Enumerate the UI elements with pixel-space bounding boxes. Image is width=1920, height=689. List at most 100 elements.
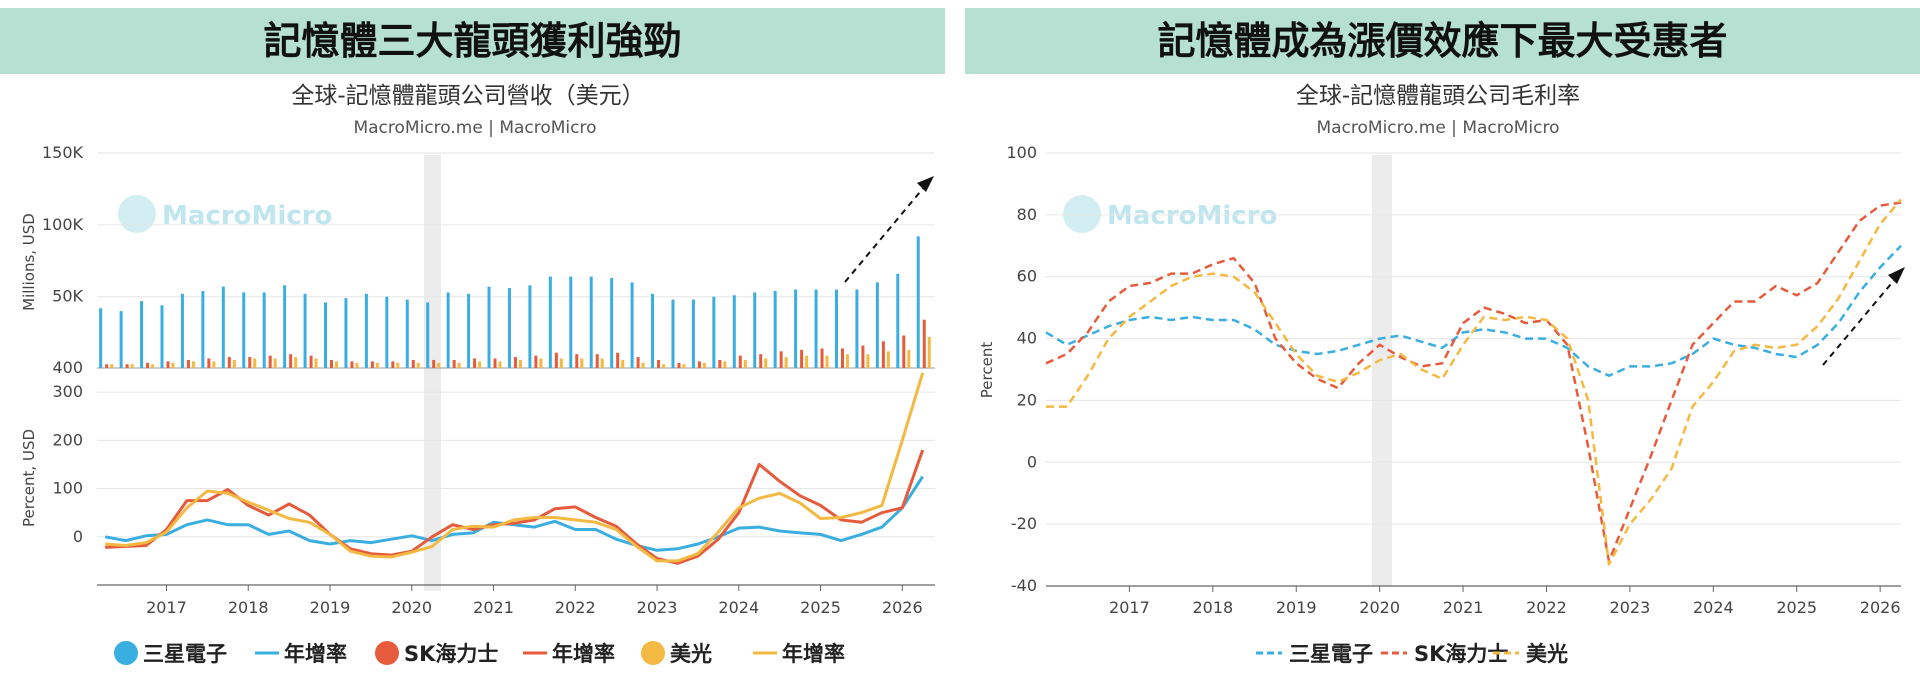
x-tick-label: 2022 — [555, 598, 596, 617]
samsung-revenue-bar — [385, 296, 389, 368]
samsung-revenue-bar — [507, 288, 511, 368]
micron-revenue-bar — [314, 358, 318, 368]
sk-hynix-revenue-bar — [125, 364, 129, 368]
micron-revenue-bar — [886, 351, 890, 368]
micron-revenue-bar — [518, 359, 522, 368]
samsung-revenue-bar — [487, 286, 491, 368]
revenue-chart: 全球-記憶體龍頭公司營收（美元） MacroMicro.me | MacroMi… — [20, 83, 935, 666]
x-tick-label: 2020 — [391, 598, 432, 617]
samsung-revenue-bar — [732, 295, 736, 368]
sk-hynix-revenue-bar — [902, 335, 906, 368]
samsung-revenue-bar — [119, 311, 123, 368]
samsung-revenue-bar — [712, 296, 716, 368]
x-tick-label: 2018 — [228, 598, 269, 617]
micron-revenue-bar — [457, 362, 461, 368]
micron-revenue-bar — [130, 364, 134, 368]
x-tick-label: 2018 — [1192, 598, 1233, 617]
micron-revenue-bar — [110, 364, 114, 368]
samsung-revenue-bar — [283, 285, 287, 368]
micron-revenue-bar — [805, 355, 809, 368]
samsung-revenue-bar — [651, 293, 655, 368]
samsung-revenue-bar — [814, 289, 818, 368]
micron-revenue-bar — [375, 362, 379, 368]
legend-label: 年增率 — [284, 642, 347, 666]
sk-hynix-revenue-bar — [922, 319, 926, 368]
sk-hynix-margin-line — [1045, 201, 1902, 563]
sk-hynix-revenue-bar — [677, 362, 681, 368]
sk-hynix-revenue-bar — [800, 349, 804, 368]
micron-revenue-bar — [621, 359, 625, 368]
sk-hynix-revenue-bar — [289, 354, 293, 368]
samsung-revenue-bar — [426, 302, 430, 368]
sk-hynix-revenue-bar — [554, 352, 558, 368]
samsung-revenue-bar — [344, 298, 348, 368]
legend-dot — [641, 641, 665, 665]
left-banner-title: 記憶體三大龍頭獲利強勁 — [0, 8, 945, 74]
samsung-revenue-bar — [303, 293, 307, 368]
x-tick-label: 2020 — [1359, 598, 1400, 617]
sk-hynix-revenue-bar — [779, 351, 783, 368]
y-tick-label: 50K — [52, 287, 83, 306]
micron-revenue-bar — [294, 357, 298, 368]
micron-revenue-bar — [355, 362, 359, 368]
sk-hynix-revenue-bar — [759, 354, 763, 368]
watermark: MacroMicro — [118, 195, 332, 233]
samsung-revenue-bar — [405, 299, 409, 368]
y-tick-label: -40 — [1011, 576, 1037, 595]
x-tick-label: 2023 — [637, 598, 678, 617]
x-tick-label: 2025 — [800, 598, 841, 617]
legend-dot — [375, 641, 399, 665]
micron-revenue-bar — [682, 364, 686, 368]
sk-hynix-revenue-bar — [105, 364, 109, 368]
micron-revenue-bar — [907, 349, 911, 368]
x-tick-label: 2023 — [1610, 598, 1651, 617]
micron-revenue-bar — [845, 354, 849, 368]
y-tick-label: 100 — [1006, 143, 1037, 162]
samsung-revenue-bar — [896, 273, 900, 368]
chart-title: 全球-記憶體龍頭公司營收（美元） — [291, 83, 644, 109]
shaded-region — [424, 155, 441, 591]
x-tick-label: 2019 — [1276, 598, 1317, 617]
x-tick-label: 2025 — [1776, 598, 1817, 617]
micron-revenue-bar — [559, 358, 563, 368]
x-tick-label: 2024 — [1693, 598, 1734, 617]
sk-hynix-revenue-bar — [534, 355, 538, 368]
samsung-revenue-bar — [610, 278, 614, 368]
micron-revenue-bar — [212, 361, 216, 368]
micron-revenue-bar — [723, 361, 727, 368]
samsung-revenue-bar — [324, 302, 328, 368]
shaded-region — [1372, 155, 1392, 586]
micron-revenue-bar — [416, 362, 420, 368]
sk-hynix-yoy-line — [105, 449, 925, 565]
trend-arrow-head — [1888, 267, 1905, 284]
trend-arrow-head — [917, 176, 934, 192]
micron-revenue-bar — [539, 358, 543, 368]
sk-hynix-revenue-bar — [411, 359, 415, 368]
samsung-revenue-bar — [528, 285, 532, 368]
sk-hynix-revenue-bar — [166, 361, 170, 368]
sk-hynix-revenue-bar — [207, 358, 211, 368]
sk-hynix-revenue-bar — [595, 354, 599, 368]
micron-revenue-bar — [253, 358, 257, 368]
top-y-axis-label: Millions, USD — [20, 213, 38, 311]
legend-label: SK海力士 — [1414, 642, 1508, 666]
left-chart-panel: 記憶體三大龍頭獲利強勁 全球-記憶體龍頭公司營收（美元） MacroMicro.… — [0, 0, 945, 689]
legend-label: 年增率 — [552, 642, 615, 666]
samsung-revenue-bar — [834, 289, 838, 368]
samsung-revenue-bar — [753, 292, 757, 368]
samsung-yoy-line — [104, 475, 924, 552]
samsung-revenue-bar — [875, 282, 879, 368]
y-tick-label: 60 — [1017, 267, 1037, 286]
sk-hynix-revenue-bar — [718, 359, 722, 368]
micron-revenue-bar — [743, 359, 747, 368]
sk-hynix-revenue-bar — [473, 358, 477, 368]
samsung-revenue-bar — [201, 290, 205, 368]
y-tick-label: 0 — [1027, 452, 1037, 471]
y-tick-label: 200 — [52, 430, 83, 449]
samsung-revenue-bar — [262, 292, 266, 368]
sk-hynix-revenue-bar — [248, 357, 252, 368]
chart-title: 全球-記憶體龍頭公司毛利率 — [1296, 83, 1580, 109]
sk-hynix-revenue-bar — [513, 357, 517, 368]
samsung-revenue-bar — [691, 299, 695, 368]
y-tick-label: 300 — [52, 382, 83, 401]
